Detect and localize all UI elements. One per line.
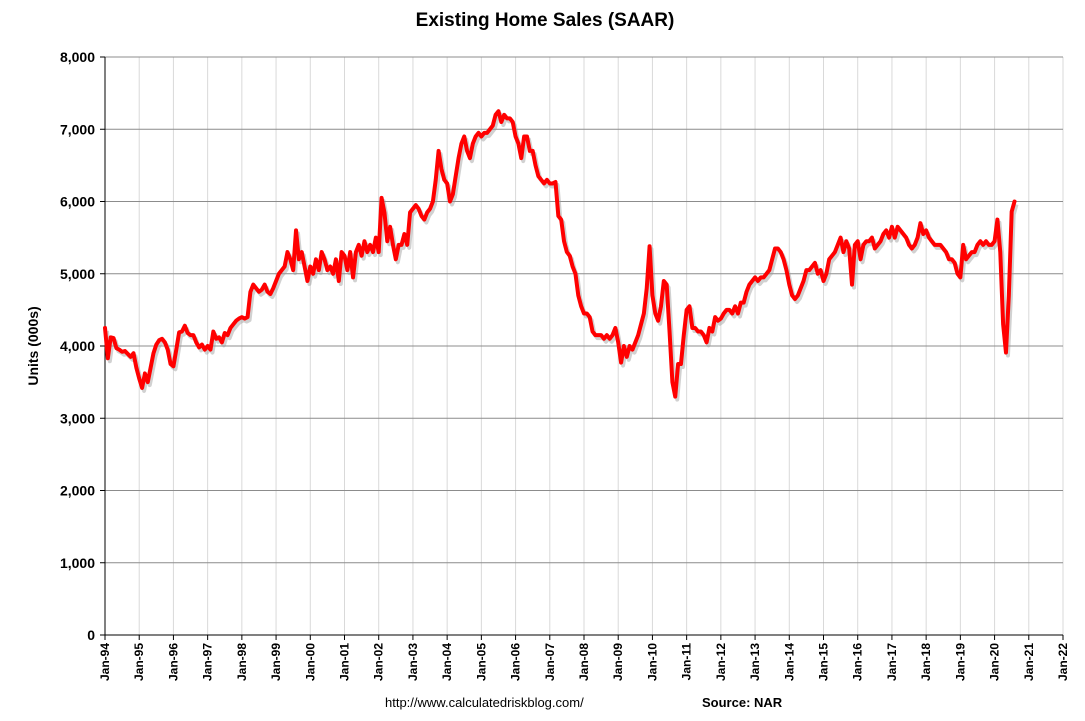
y-tick-label: 7,000 — [60, 121, 95, 137]
line — [103, 109, 1017, 399]
y-tick-label: 2,000 — [60, 483, 95, 499]
x-tick-label: Jan-00 — [303, 643, 317, 681]
x-tick-label: Jan-04 — [440, 643, 454, 681]
x-tick-label: Jan-21 — [1022, 643, 1036, 681]
line-shadow — [105, 112, 1019, 402]
x-tick-label: Jan-03 — [406, 643, 420, 681]
x-tick-label: Jan-18 — [919, 643, 933, 681]
chart-title: Existing Home Sales (SAAR) — [416, 10, 675, 31]
x-tick-label: Jan-98 — [235, 643, 249, 681]
y-tick-label: 1,000 — [60, 555, 95, 571]
x-tick-label: Jan-12 — [714, 643, 728, 681]
x-tick-label: Jan-15 — [817, 643, 831, 681]
source-note: Source: NAR — [702, 695, 783, 710]
y-tick-label: 6,000 — [60, 194, 95, 210]
y-axis-label: Units (000s) — [25, 306, 41, 385]
x-tick-label: Jan-10 — [645, 643, 659, 681]
y-tick-label: 8,000 — [60, 49, 95, 65]
x-tick-label: Jan-14 — [782, 643, 796, 681]
x-tick-label: Jan-20 — [988, 643, 1002, 681]
x-tick-label: Jan-05 — [474, 643, 488, 681]
x-tick-label: Jan-16 — [851, 643, 865, 681]
y-tick-label: 5,000 — [60, 266, 95, 282]
x-tick-label: Jan-07 — [543, 643, 557, 681]
x-tick-label: Jan-94 — [98, 643, 112, 681]
source-url: http://www.calculatedriskblog.com/ — [385, 695, 584, 710]
x-tick-label: Jan-01 — [338, 643, 352, 681]
x-tick-label: Jan-22 — [1056, 643, 1070, 681]
x-tick-label: Jan-08 — [577, 643, 591, 681]
y-tick-label: 4,000 — [60, 338, 95, 354]
x-tick-label: Jan-09 — [611, 643, 625, 681]
x-tick-label: Jan-11 — [680, 643, 694, 681]
x-tick-label: Jan-97 — [201, 643, 215, 681]
x-tick-label: Jan-13 — [748, 643, 762, 681]
y-tick-label: 3,000 — [60, 410, 95, 426]
x-tick-label: Jan-96 — [166, 643, 180, 681]
x-tick-label: Jan-95 — [132, 643, 146, 681]
x-tick-label: Jan-19 — [953, 643, 967, 681]
x-tick-label: Jan-02 — [372, 643, 386, 681]
y-tick-label: 0 — [87, 627, 95, 643]
x-tick-label: Jan-99 — [269, 643, 283, 681]
x-tick-label: Jan-17 — [885, 643, 899, 681]
x-tick-label: Jan-06 — [509, 643, 523, 681]
